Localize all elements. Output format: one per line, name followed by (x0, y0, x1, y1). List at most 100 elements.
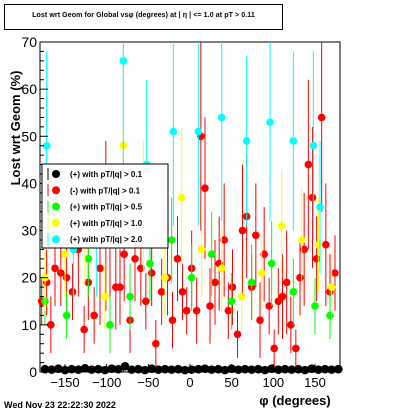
data-point (90, 311, 98, 320)
y-tick-label: 30 (21, 223, 37, 239)
legend-label: (+) with pT/|q| > 0.5 (70, 203, 143, 212)
data-point (217, 264, 226, 273)
data-point (270, 344, 278, 353)
legend-swatch (52, 186, 60, 195)
legend: (+) with pT/|q| > 0.1 (-) with pT/|q| > 0… (41, 163, 169, 249)
data-point (142, 297, 150, 306)
data-point (309, 141, 318, 150)
y-axis-label: Lost wrt Geom (%) (8, 71, 23, 186)
data-point (300, 245, 308, 254)
x-tick-label: −50 (137, 375, 159, 390)
data-point (289, 137, 298, 145)
data-point (169, 127, 178, 136)
data-point (116, 283, 124, 291)
data-point (42, 141, 51, 150)
legend-label: (+) with pT/|q| > 1.0 (70, 219, 143, 228)
data-point (297, 236, 306, 244)
data-point (177, 193, 186, 202)
chart-title: Lost wrt Geom for Global vsφ (degrees) a… (32, 12, 255, 19)
data-point (256, 316, 264, 324)
data-point (62, 273, 71, 282)
data-point (47, 321, 55, 329)
data-point (207, 250, 216, 258)
legend-swatch (52, 170, 60, 178)
data-point (137, 264, 145, 273)
data-point (260, 250, 268, 258)
legend-swatch (52, 235, 60, 244)
legend-swatch (52, 218, 60, 227)
data-point (101, 292, 109, 301)
data-point (68, 288, 77, 296)
data-point (312, 255, 321, 263)
data-point (146, 259, 154, 268)
data-point (106, 321, 114, 329)
data-point (277, 222, 286, 230)
x-tick-label: 150 (304, 375, 326, 390)
data-point (289, 288, 298, 296)
data-point (192, 306, 201, 315)
data-point (257, 269, 266, 277)
data-point (247, 278, 256, 287)
data-point (211, 278, 219, 287)
axes: −150 −100 −50 0 50 100 150 0 10 20 30 40 50 60 70 (21, 34, 341, 390)
data-point (168, 316, 177, 324)
data-point (296, 273, 304, 282)
x-tick-label: 100 (262, 375, 284, 390)
data-point (62, 311, 71, 320)
y-tick-label: 40 (21, 175, 37, 191)
data-point (182, 306, 191, 315)
data-point (331, 269, 339, 277)
data-point (84, 255, 93, 263)
data-point (224, 306, 233, 315)
y-tick-label: 60 (21, 81, 37, 97)
y-tick-label: 0 (29, 364, 37, 380)
data-point (287, 321, 295, 329)
data-point (282, 278, 291, 287)
data-point (265, 302, 273, 310)
data-point (120, 250, 128, 258)
data-point (227, 297, 236, 306)
series-0 (40, 362, 343, 375)
y-tick-label: 10 (21, 317, 37, 333)
data-point (80, 325, 88, 334)
data-point (178, 288, 187, 296)
y-tick-label: 20 (21, 270, 37, 286)
data-point (194, 127, 203, 136)
legend-swatch (52, 202, 60, 211)
data-point (131, 255, 139, 263)
data-point (187, 273, 196, 282)
data-point (152, 339, 160, 348)
data-point (119, 57, 128, 65)
y-tick-label: 70 (21, 34, 37, 50)
data-point (51, 264, 59, 273)
data-point (334, 364, 343, 374)
legend-box (41, 163, 169, 249)
x-tick-label: −150 (50, 375, 79, 390)
y-tick-label: 50 (21, 128, 37, 144)
data-point (197, 245, 206, 254)
data-point (304, 160, 313, 169)
data-point (173, 255, 182, 263)
x-tick-label: −100 (92, 375, 121, 390)
data-point (266, 118, 274, 126)
legend-label: (+) with pT/|q| > 2.0 (70, 235, 143, 244)
data-point (220, 236, 228, 244)
data-point (317, 113, 326, 122)
data-point (267, 259, 276, 268)
legend-label: (-) with pT/|q| > 0.1 (70, 186, 141, 195)
data-point (157, 288, 166, 296)
data-point (278, 292, 287, 301)
data-point (167, 236, 176, 244)
data-point (322, 240, 330, 249)
data-point (314, 240, 323, 249)
data-point (217, 113, 226, 122)
x-axis-label: φ (degrees) (259, 393, 330, 408)
x-tick-label: 50 (224, 375, 238, 390)
data-point (252, 231, 260, 240)
title-box: Lost wrt Geom for Global vsφ (degrees) a… (4, 4, 283, 30)
data-point (308, 193, 317, 202)
data-point (57, 269, 65, 277)
data-point (311, 302, 319, 310)
legend-label: (+) with pT/|q| > 0.1 (70, 170, 143, 179)
